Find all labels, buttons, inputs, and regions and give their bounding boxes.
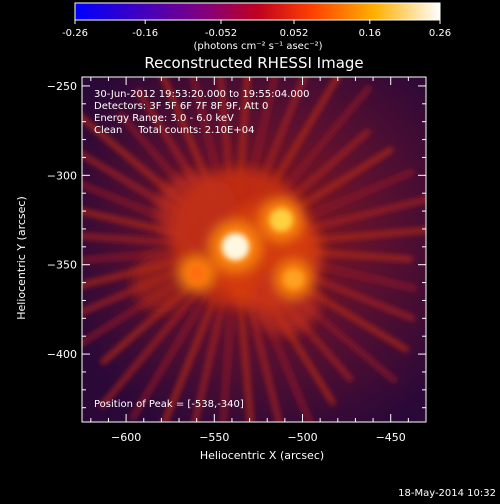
- source-core: [221, 233, 250, 261]
- y-tick-label: −350: [47, 259, 77, 272]
- colorbar-tick-label: 0.16: [359, 28, 381, 39]
- y-axis-ticks: −250 −300 −350 −400: [47, 80, 426, 409]
- annotation-peak-position: Position of Peak = [-538,-340]: [94, 399, 244, 410]
- ray-streak: [191, 297, 227, 422]
- ray-streak: [245, 297, 283, 422]
- ray-streak: [82, 233, 184, 246]
- x-axis-label: Heliocentric X (arcsec): [200, 449, 324, 462]
- heatmap-image: [82, 77, 426, 422]
- colorbar-tick-label: -0.26: [62, 28, 88, 39]
- x-tick-label: −600: [111, 431, 141, 444]
- colorbar-gradient: [74, 2, 441, 21]
- annotation-energy: Energy Range: 3.0 - 6.0 keV: [94, 113, 234, 124]
- ray-streak: [267, 85, 372, 208]
- x-tick-label: −450: [376, 431, 406, 444]
- y-axis-label: Heliocentric Y (arcsec): [15, 196, 28, 320]
- ray-streak: [129, 290, 211, 421]
- ray-streak: [217, 77, 234, 196]
- ray-streak: [237, 298, 254, 422]
- colorbar-ticks: -0.26 -0.16 -0.052 0.052 0.16 0.26: [62, 20, 451, 39]
- colorbar-tick-label: -0.052: [205, 28, 237, 39]
- y-tick-label: −400: [47, 348, 77, 361]
- colorbar-units-label: (photons cm⁻² s⁻¹ asec⁻²): [193, 41, 322, 52]
- ray-streak: [82, 208, 185, 238]
- plot-frame: [81, 76, 427, 423]
- annotation-detectors: Detectors: 3F 5F 6F 7F 8F 9F, Att 0: [94, 101, 268, 112]
- footer-timestamp: 18-May-2014 10:32: [398, 488, 496, 499]
- annotation-time-range: 30-Jun-2012 19:53:20.000 to 19:55:04.000: [94, 89, 310, 100]
- plot-title: Reconstructed RHESSI Image: [144, 54, 363, 72]
- x-axis-ticks: −600 −550 −500 −450: [90, 77, 427, 444]
- colorbar-tick-label: 0.052: [280, 28, 309, 39]
- emission-cores: [187, 208, 304, 289]
- ray-streak: [161, 294, 218, 422]
- annotation-clean: Clean Total counts: 2.10E+04: [94, 125, 254, 136]
- source-core: [269, 208, 293, 232]
- x-tick-label: −500: [287, 431, 317, 444]
- y-tick-label: −250: [47, 80, 77, 93]
- glow-blob: [131, 252, 192, 313]
- ray-streak: [220, 298, 235, 422]
- colorbar-tick-label: -0.16: [132, 28, 158, 39]
- y-tick-label: −300: [47, 169, 77, 182]
- source-core: [187, 264, 207, 284]
- colorbar-tick-label: 0.26: [429, 28, 451, 39]
- x-tick-label: −550: [199, 431, 229, 444]
- ray-streak: [99, 285, 204, 409]
- source-core: [283, 269, 304, 289]
